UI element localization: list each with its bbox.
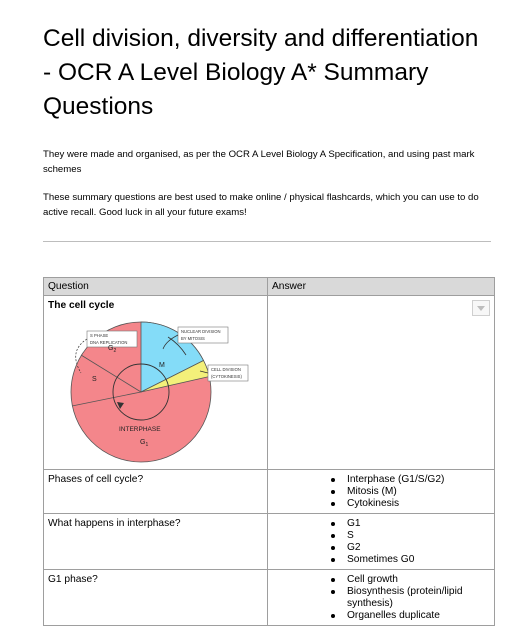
question-column-header: Question: [43, 277, 268, 296]
s-label: S: [92, 376, 97, 383]
question-cell: G1 phase?: [43, 569, 268, 626]
answer-cell: Cell growth Biosynthesis (protein/lipid …: [267, 569, 495, 626]
g1-label: G1: [140, 439, 148, 448]
by-mitosis-label: BY MITOSIS: [181, 336, 205, 341]
table-row: Phases of cell cycle? Interphase (G1/S/G…: [43, 469, 495, 514]
list-item: Cell growth: [331, 574, 490, 586]
question-cell: What happens in interphase?: [43, 513, 268, 570]
cytokinesis-label: (CYTOKINESIS): [211, 374, 242, 379]
cell-cycle-diagram: S PHASE DNA REPLICATION NUCLEAR DIVISION…: [70, 321, 249, 463]
table-row: The cell cycle S PHASE DNA REPLICATION N…: [43, 295, 495, 470]
cell-cycle-title: The cell cycle: [48, 300, 115, 311]
answer-list: Cell growth Biosynthesis (protein/lipid …: [272, 574, 490, 622]
list-item: Cytokinesis: [331, 498, 490, 510]
question-cell: The cell cycle S PHASE DNA REPLICATION N…: [43, 295, 268, 470]
list-item: G2: [331, 542, 490, 554]
intro-paragraph: They were made and organised, as per the…: [43, 149, 475, 175]
page-title: Cell division, diversity and differentia…: [43, 25, 479, 120]
table-row: What happens in interphase? G1 S G2 Some…: [43, 513, 495, 570]
s-g2-boundary: [80, 354, 142, 393]
list-item: S: [331, 530, 490, 542]
g1-s-boundary: [71, 391, 142, 407]
list-item: G1: [331, 518, 490, 530]
m-label: M: [159, 362, 165, 369]
list-item: Mitosis (M): [331, 486, 490, 498]
answer-list: Interphase (G1/S/G2) Mitosis (M) Cytokin…: [272, 474, 490, 510]
list-item: Interphase (G1/S/G2): [331, 474, 490, 486]
chevron-down-icon[interactable]: [472, 300, 490, 316]
horizontal-divider: [43, 241, 491, 242]
list-item: Biosynthesis (protein/lipid synthesis): [331, 586, 490, 610]
answer-cell: Interphase (G1/S/G2) Mitosis (M) Cytokin…: [267, 469, 495, 514]
list-item: Sometimes G0: [331, 554, 490, 566]
cycle-arrow: [117, 402, 124, 409]
nuclear-division-label: NUCLEAR DIVISION: [181, 329, 221, 334]
dna-replication-label: DNA REPLICATION: [90, 340, 127, 345]
interphase-label: INTERPHASE: [119, 426, 161, 433]
table-row: G1 phase? Cell growth Biosynthesis (prot…: [43, 569, 495, 626]
summary-table: Question Answer The cell cycle S PHASE D…: [43, 277, 495, 626]
answer-list: G1 S G2 Sometimes G0: [272, 518, 490, 566]
answer-column-header: Answer: [267, 277, 495, 296]
list-item: Organelles duplicate: [331, 610, 490, 622]
mitosis-arc-arrow: [167, 336, 187, 356]
question-cell: Phases of cell cycle?: [43, 469, 268, 514]
s-phase-label: S PHASE: [90, 333, 108, 338]
cell-division-label: CELL DIVISION: [211, 367, 241, 372]
usage-paragraph: These summary questions are best used to…: [43, 192, 479, 218]
g2-label: G2: [108, 345, 116, 354]
mitosis-pointer: [162, 334, 179, 350]
answer-cell: [267, 295, 495, 470]
table-header-row: Question Answer: [43, 277, 495, 296]
answer-cell: G1 S G2 Sometimes G0: [267, 513, 495, 570]
s-phase-pointer: [75, 338, 88, 374]
cytokinesis-pointer: [199, 370, 209, 374]
inner-cycle-circle: [112, 363, 170, 421]
